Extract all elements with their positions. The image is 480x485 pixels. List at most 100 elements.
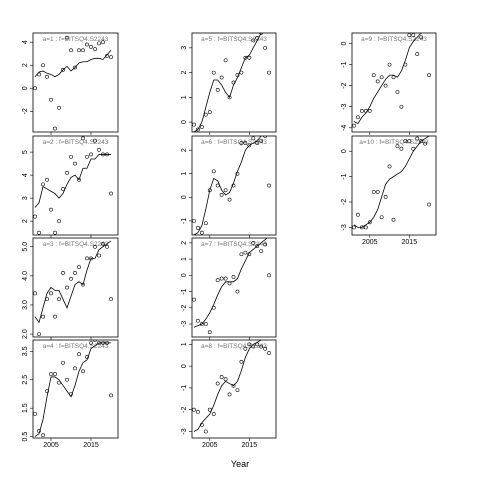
data-point [359, 109, 364, 113]
strip-title: a=3 : f=BITSQ4.S2243 [43, 241, 109, 248]
y-tick-label: 0 [341, 149, 348, 153]
data-point [97, 147, 101, 152]
strip-title: a=6 : f=BITSQ4.S2243 [201, 139, 267, 146]
y-tick-label: 1.5 [22, 403, 29, 413]
data-point [356, 212, 360, 217]
data-point [109, 55, 113, 60]
data-point [49, 372, 53, 376]
fit-line [193, 136, 262, 235]
panel-frame [191, 237, 277, 338]
y-tick-label: 1 [181, 257, 188, 261]
data-point [33, 411, 37, 416]
data-point [231, 275, 236, 279]
panel-frame [32, 237, 119, 338]
y-tick-label: -3 [341, 224, 348, 230]
data-point [101, 40, 105, 45]
data-point [49, 97, 53, 102]
y-tick-label: 0 [181, 120, 188, 124]
data-point [255, 342, 260, 347]
y-tick-label: -3 [181, 428, 188, 434]
y-tick-label: 0 [181, 273, 188, 277]
y-tick-label: -3 [341, 104, 348, 110]
x-tick-label: 2005 [43, 442, 59, 449]
data-point [81, 282, 85, 287]
x-tick-label: 2015 [242, 442, 258, 449]
data-point [427, 73, 431, 78]
data-point [383, 195, 388, 199]
data-point [247, 143, 252, 148]
data-point [37, 230, 41, 235]
data-point [53, 126, 57, 131]
y-tick-label: 4 [22, 173, 29, 177]
data-point [243, 55, 248, 60]
data-point [89, 44, 93, 49]
data-point [81, 48, 85, 53]
data-point [77, 265, 81, 270]
data-point [367, 109, 372, 113]
data-point [196, 127, 200, 132]
data-point [267, 273, 271, 278]
data-point [109, 191, 113, 196]
data-point [227, 197, 232, 202]
data-point [415, 52, 420, 56]
y-tick-label: 2.5 [22, 375, 29, 385]
data-point [69, 48, 73, 53]
data-point [65, 285, 69, 290]
data-point [85, 256, 89, 261]
y-tick-label: 0.5 [22, 432, 29, 442]
data-point [219, 276, 224, 281]
data-point [33, 214, 37, 219]
panel-frame [351, 135, 437, 236]
data-point [89, 340, 93, 345]
y-tick-label: -1 [181, 218, 188, 224]
data-point [423, 141, 428, 146]
fit-line [353, 33, 423, 125]
data-point [219, 375, 224, 379]
data-point [192, 297, 196, 302]
plot-area [33, 240, 113, 336]
data-point [85, 42, 89, 47]
y-tick-label: 2 [181, 241, 188, 245]
data-point [203, 221, 208, 226]
data-point [243, 346, 248, 351]
data-point [356, 115, 360, 120]
panel: a=10 : f=BITSQ4.S2243 -3 -2 -1 0 2005 2015 [341, 135, 437, 246]
data-point [192, 122, 196, 127]
data-point [415, 136, 420, 141]
data-point [395, 90, 400, 94]
data-point [227, 281, 232, 286]
data-point [41, 182, 45, 187]
data-point [267, 183, 271, 188]
fit-line [34, 240, 112, 324]
data-point [49, 207, 53, 212]
data-point [215, 88, 220, 92]
data-point [387, 164, 392, 169]
data-point [65, 170, 69, 175]
panel: a=5 : f=BITSQ4.S2243 0 1 2 3 [181, 32, 277, 135]
panel-frame [32, 135, 119, 236]
data-point [223, 188, 228, 193]
data-point [53, 230, 57, 235]
data-point [93, 47, 97, 52]
data-point [215, 278, 220, 283]
y-tick-label: 1 [181, 342, 188, 346]
y-tick-label: -3 [181, 321, 188, 327]
data-point [109, 297, 113, 302]
strip-title: a=4 : f=BITSQ4.S2243 [43, 343, 109, 350]
data-point [97, 253, 101, 258]
data-point [263, 346, 268, 351]
data-point [387, 62, 392, 67]
strip-title: a=7 : f=BITSQ4.S2243 [201, 241, 267, 248]
data-point [259, 138, 264, 143]
data-point [45, 74, 49, 79]
panel-frame [32, 32, 119, 133]
data-point [379, 75, 384, 80]
data-point [61, 360, 65, 365]
data-point [85, 154, 89, 159]
data-point [211, 169, 216, 174]
data-point [207, 330, 212, 335]
data-point [41, 433, 45, 438]
y-tick-label: -1 [341, 61, 348, 67]
data-point [41, 63, 45, 68]
fit-line [34, 50, 112, 78]
